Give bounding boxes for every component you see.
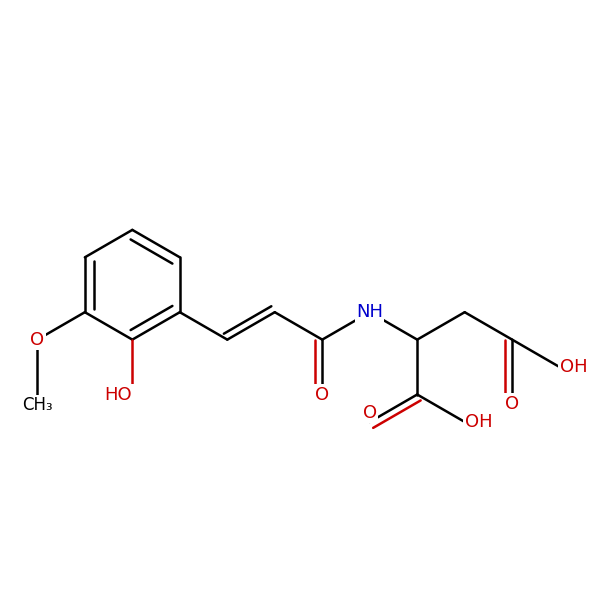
Text: OH: OH (560, 358, 587, 376)
Text: O: O (505, 395, 519, 413)
Text: O: O (315, 386, 329, 404)
Text: OH: OH (464, 413, 493, 431)
Text: HO: HO (105, 386, 133, 404)
Text: O: O (31, 331, 44, 349)
Text: O: O (362, 404, 377, 422)
Text: CH₃: CH₃ (22, 396, 53, 414)
Text: NH: NH (356, 303, 383, 321)
